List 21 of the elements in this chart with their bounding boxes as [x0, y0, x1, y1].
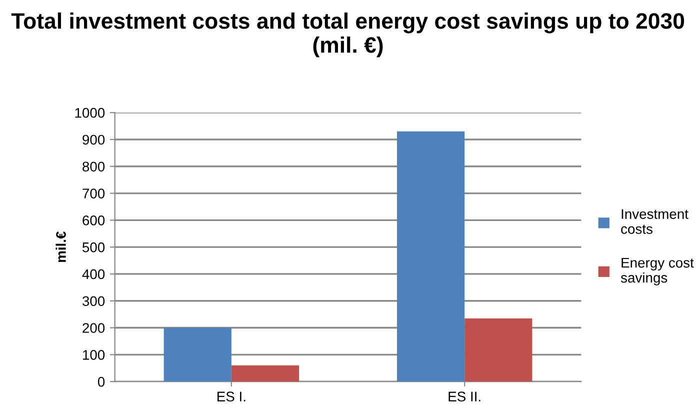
legend-label: Energy cost savings	[620, 258, 694, 286]
y-tick-label: 0	[98, 376, 105, 387]
y-tick-label: 600	[82, 216, 105, 226]
y-tick-label: 300	[82, 296, 105, 306]
y-tick-label: 800	[82, 162, 105, 172]
y-tick-label: 700	[82, 188, 105, 198]
y-tick-label: 400	[82, 269, 105, 280]
bar	[464, 318, 532, 382]
y-tick-label: 900	[82, 134, 105, 145]
y-axis-title: mil.€	[56, 231, 66, 262]
bar	[396, 131, 465, 382]
y-tick-label: 200	[82, 323, 105, 333]
y-tick-label: 500	[82, 242, 105, 252]
legend-label: Investment costs	[621, 209, 688, 234]
x-tick-label: ES I.	[218, 392, 246, 402]
y-tick-label: 1000	[75, 108, 105, 118]
bar	[164, 328, 232, 382]
x-tick-label: ES II.	[448, 392, 480, 402]
chart-title: Total investment costs and total energy cost savings up to 2030 (mil. €)	[11, 12, 684, 58]
bar	[231, 365, 300, 382]
y-tick-label: 100	[83, 350, 105, 360]
